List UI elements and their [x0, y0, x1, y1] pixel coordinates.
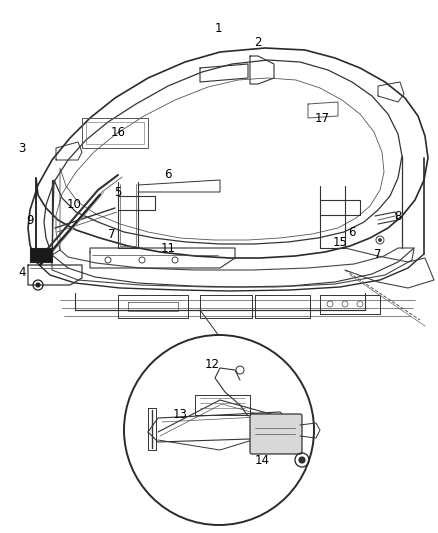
Text: 16: 16: [110, 125, 126, 139]
Text: 5: 5: [114, 185, 122, 198]
Text: 17: 17: [314, 111, 329, 125]
Text: 10: 10: [67, 198, 81, 212]
Text: 15: 15: [332, 236, 347, 248]
Text: 4: 4: [18, 265, 26, 279]
Text: 7: 7: [374, 248, 382, 262]
Circle shape: [36, 283, 40, 287]
Text: 7: 7: [108, 228, 116, 240]
FancyBboxPatch shape: [250, 414, 302, 454]
Text: 8: 8: [394, 211, 402, 223]
Text: 2: 2: [254, 36, 262, 49]
Text: 6: 6: [348, 227, 356, 239]
Circle shape: [378, 238, 381, 241]
Text: 6: 6: [164, 168, 172, 182]
FancyBboxPatch shape: [30, 248, 52, 262]
Circle shape: [124, 335, 314, 525]
Text: 11: 11: [160, 241, 176, 254]
Text: 3: 3: [18, 141, 26, 155]
Text: 14: 14: [254, 454, 269, 466]
Text: 13: 13: [173, 408, 187, 422]
Text: 1: 1: [214, 21, 222, 35]
Circle shape: [299, 457, 305, 463]
Text: 12: 12: [205, 359, 219, 372]
Text: 9: 9: [26, 214, 34, 227]
